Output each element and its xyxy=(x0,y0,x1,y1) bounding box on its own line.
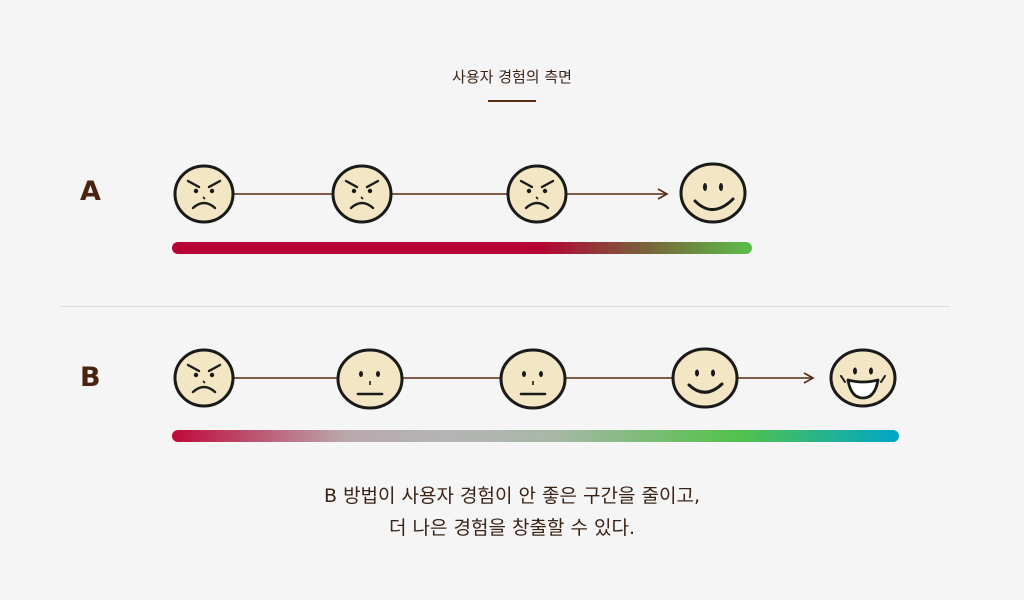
caption-line-1: B 방법이 사용자 경험이 안 좋은 구간을 줄이고, xyxy=(324,485,700,507)
smile-face-icon xyxy=(671,347,739,409)
caption: B 방법이 사용자 경험이 안 좋은 구간을 줄이고, 더 나은 경험을 창출할… xyxy=(0,480,1024,544)
laughing-face-icon xyxy=(829,348,897,408)
page-title: 사용자 경험의 측면 xyxy=(452,68,572,86)
neutral-face-icon xyxy=(499,348,567,410)
angry-face-icon xyxy=(506,164,568,224)
angry-face-icon xyxy=(173,164,235,224)
row-label-a: A xyxy=(80,176,101,207)
title-underline xyxy=(488,100,536,102)
neutral-face-icon xyxy=(336,348,404,410)
caption-line-2: 더 나은 경험을 창출할 수 있다. xyxy=(389,517,635,539)
happy-face-icon xyxy=(679,162,747,224)
row-divider xyxy=(60,306,950,307)
angry-face-icon xyxy=(331,164,393,224)
experience-gradient-bar-b xyxy=(172,430,899,442)
experience-gradient-bar-a xyxy=(172,242,752,254)
row-label-b: B xyxy=(80,362,101,393)
angry-face-icon xyxy=(173,348,235,408)
